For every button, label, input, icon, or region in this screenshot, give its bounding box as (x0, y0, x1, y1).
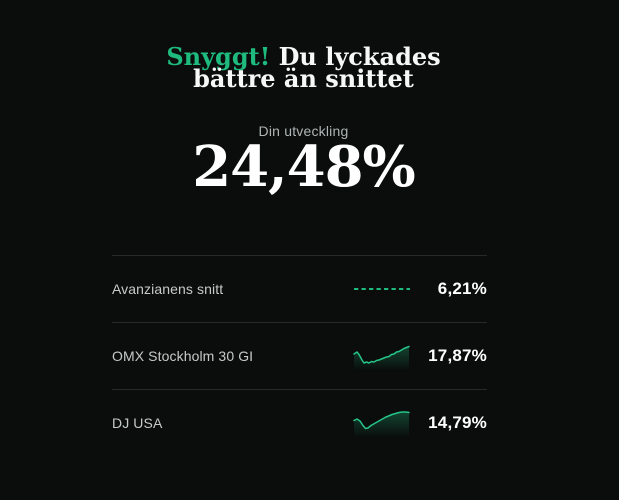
comparison-name: DJ USA (112, 415, 163, 431)
comparison-value: 14,79% (428, 413, 487, 432)
comparison-row-omx-stockholm: OMX Stockholm 30 GI 17,87% (112, 322, 487, 389)
comparison-name: Avanzianens snitt (112, 281, 224, 297)
performance-label: Din utveckling (258, 123, 349, 139)
title-line2: bättre än snittet (193, 64, 414, 93)
comparison-row-avanza-average: Avanzianens snitt 6,21% (112, 255, 487, 322)
comparison-list: Avanzianens snitt 6,21% OMX Stockholm 30… (112, 255, 487, 456)
title-highlight: Snyggt! (166, 42, 271, 71)
sparkline-chart-icon (353, 345, 410, 370)
comparison-value: 17,87% (428, 346, 487, 365)
performance-value: 24,48% (192, 134, 416, 200)
dashed-benchmark-line-icon (354, 288, 410, 290)
page-title: Snyggt! Du lyckades bättre än snittet (0, 45, 607, 93)
sparkline-chart-icon (353, 411, 410, 437)
comparison-value: 6,21% (437, 279, 487, 298)
summary-section: Snyggt! Du lyckades bättre än snittet Di… (0, 0, 619, 200)
title-line1-rest: Du lyckades (278, 42, 441, 71)
comparison-row-dj-usa: DJ USA 14,79% (112, 389, 487, 456)
comparison-name: OMX Stockholm 30 GI (112, 348, 254, 364)
